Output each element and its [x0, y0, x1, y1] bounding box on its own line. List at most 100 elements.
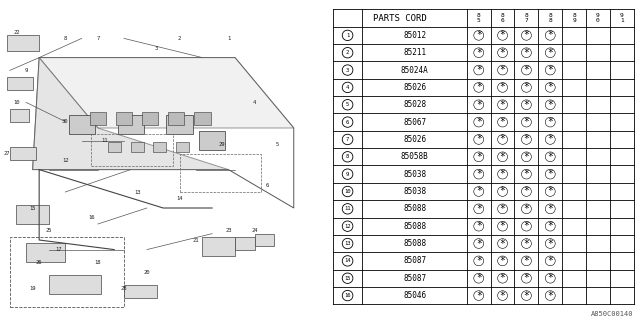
Bar [10, 237, 124, 307]
Text: 85026: 85026 [403, 83, 426, 92]
Text: 8
8: 8 8 [548, 12, 552, 23]
Text: 13: 13 [344, 241, 351, 246]
Text: *: * [524, 221, 529, 231]
Text: 4: 4 [253, 100, 256, 105]
Text: *: * [547, 100, 553, 110]
Text: *: * [524, 291, 529, 300]
Bar [68, 115, 95, 134]
Text: 30: 30 [62, 119, 68, 124]
Text: 15: 15 [344, 276, 351, 281]
Text: 85038: 85038 [403, 187, 426, 196]
Text: A850C00140: A850C00140 [591, 311, 634, 317]
Text: 7: 7 [346, 137, 349, 142]
Bar [26, 243, 65, 262]
Text: *: * [476, 221, 482, 231]
Text: 85088: 85088 [403, 239, 426, 248]
Text: 85088: 85088 [403, 204, 426, 213]
Text: PARTS CORD: PARTS CORD [373, 13, 427, 22]
Text: *: * [547, 30, 553, 40]
Text: 22: 22 [13, 29, 20, 35]
Text: 23: 23 [225, 228, 232, 233]
Text: 10: 10 [344, 189, 351, 194]
Text: 16: 16 [344, 293, 351, 298]
Text: 15: 15 [29, 205, 36, 211]
Text: 21: 21 [193, 237, 199, 243]
Text: *: * [500, 134, 506, 144]
Text: *: * [500, 238, 506, 249]
Text: 85028: 85028 [403, 100, 426, 109]
Text: *: * [547, 65, 553, 75]
Text: *: * [524, 100, 529, 110]
Text: 3: 3 [155, 45, 158, 51]
Text: *: * [547, 48, 553, 58]
Text: *: * [500, 221, 506, 231]
Bar [10, 147, 36, 160]
Text: *: * [500, 30, 506, 40]
Bar [49, 275, 101, 294]
Bar [142, 112, 158, 125]
Polygon shape [33, 58, 228, 170]
Text: 1: 1 [346, 33, 349, 38]
Text: 9
1: 9 1 [620, 12, 623, 23]
Text: *: * [547, 291, 553, 300]
Text: *: * [476, 65, 482, 75]
Text: 24: 24 [252, 228, 258, 233]
Text: *: * [547, 221, 553, 231]
Text: 2: 2 [178, 36, 181, 41]
Text: 1: 1 [227, 36, 230, 41]
Text: *: * [476, 117, 482, 127]
Text: *: * [500, 48, 506, 58]
Text: *: * [476, 48, 482, 58]
Text: *: * [547, 152, 553, 162]
Text: *: * [500, 291, 506, 300]
Text: 9
0: 9 0 [596, 12, 600, 23]
Text: *: * [500, 169, 506, 179]
Bar [166, 115, 193, 134]
Bar [235, 237, 255, 250]
Text: *: * [524, 204, 529, 214]
Text: *: * [547, 117, 553, 127]
Text: *: * [547, 273, 553, 283]
Bar [90, 112, 106, 125]
Text: *: * [500, 204, 506, 214]
Text: *: * [524, 238, 529, 249]
Text: *: * [500, 100, 506, 110]
Text: *: * [524, 30, 529, 40]
Bar [179, 154, 261, 192]
Text: 12: 12 [344, 224, 351, 229]
Text: *: * [547, 169, 553, 179]
Text: 85087: 85087 [403, 256, 426, 265]
Text: *: * [476, 134, 482, 144]
Text: 29: 29 [219, 141, 225, 147]
Polygon shape [39, 58, 294, 128]
Text: *: * [524, 187, 529, 196]
Text: *: * [476, 83, 482, 92]
Bar [199, 131, 225, 150]
Text: 8: 8 [63, 36, 67, 41]
Text: 14: 14 [344, 258, 351, 263]
Text: 6: 6 [346, 120, 349, 124]
Text: 5: 5 [276, 141, 279, 147]
Text: 7: 7 [96, 36, 100, 41]
Text: *: * [524, 117, 529, 127]
Text: *: * [476, 169, 482, 179]
Text: 6: 6 [266, 183, 269, 188]
Text: *: * [500, 273, 506, 283]
Text: *: * [500, 152, 506, 162]
Bar [176, 142, 189, 152]
Text: *: * [500, 65, 506, 75]
Text: 85024A: 85024A [401, 66, 429, 75]
Text: 20: 20 [143, 269, 150, 275]
Text: 3: 3 [346, 68, 349, 73]
Text: 16: 16 [88, 215, 95, 220]
Text: 8
7: 8 7 [525, 12, 528, 23]
Text: *: * [500, 256, 506, 266]
Text: *: * [476, 273, 482, 283]
Bar [124, 285, 157, 298]
Text: 8
5: 8 5 [477, 12, 481, 23]
Bar [116, 112, 132, 125]
Bar [10, 109, 29, 122]
Text: 10: 10 [13, 100, 20, 105]
Text: 85058B: 85058B [401, 152, 429, 161]
Text: 5: 5 [346, 102, 349, 107]
